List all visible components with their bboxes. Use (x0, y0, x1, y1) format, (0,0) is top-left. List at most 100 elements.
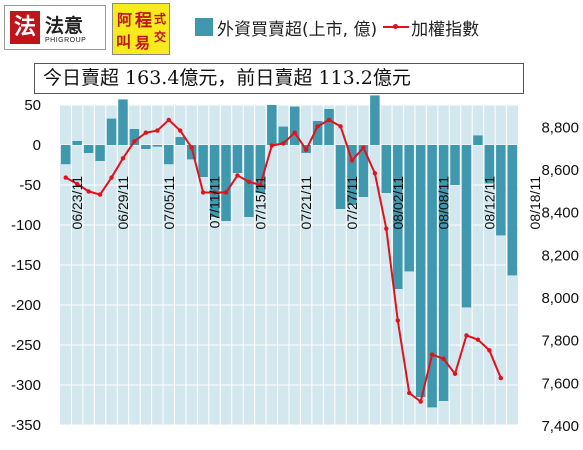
right-axis-tick-label: 7,600 (541, 375, 579, 392)
x-axis-tick-label: 07/27/11 (344, 176, 360, 230)
right-axis-tick-label: 8,800 (541, 119, 579, 136)
index-point (132, 139, 137, 144)
left-axis-tick-label: -300 (11, 377, 41, 394)
left-axis-tick-label: -100 (11, 217, 41, 234)
net-buy-bar (496, 145, 506, 236)
left-axis-tick-label: -200 (11, 297, 41, 314)
line-legend-swatch (383, 18, 410, 36)
index-point (395, 318, 400, 323)
x-axis-tick-label: 08/12/11 (481, 176, 497, 230)
logo-seal: 法 (10, 11, 40, 44)
net-buy-bar (186, 145, 197, 160)
net-buy-bar (438, 145, 449, 401)
index-point (361, 145, 366, 150)
net-buy-bar (164, 145, 174, 165)
left-axis-tick-label: -350 (11, 417, 41, 434)
index-point (372, 171, 378, 176)
net-buy-bar (129, 129, 140, 145)
logo-char: 式 (154, 12, 167, 26)
index-point (281, 141, 286, 146)
logo-char: 交 (154, 30, 167, 44)
index-point (464, 333, 469, 338)
index-point (292, 130, 297, 135)
index-point (178, 128, 183, 133)
index-point (212, 190, 217, 195)
index-point (441, 356, 446, 362)
index-point (189, 145, 194, 150)
logo-subtitle: PHIGROUP (45, 37, 87, 44)
net-buy-bar (404, 145, 414, 272)
bar-legend-swatch (195, 18, 213, 36)
index-point (269, 143, 275, 148)
net-buy-bar (393, 145, 403, 289)
net-buy-bar (83, 145, 94, 153)
index-point (407, 390, 412, 396)
index-point (109, 175, 114, 180)
index-point (384, 226, 389, 231)
net-buy-bar (347, 145, 357, 205)
net-buy-bar (324, 109, 334, 145)
logo-char: 程 (135, 11, 152, 31)
chart-legend: 外資買賣超(上市, 億) 加權指數 (195, 14, 479, 40)
net-buy-bar (450, 145, 460, 185)
net-buy-bar (198, 145, 208, 177)
net-buy-bar (72, 141, 82, 145)
net-buy-bar (95, 145, 105, 161)
right-axis-tick-label: 7,800 (541, 333, 579, 350)
net-buy-bar (232, 145, 243, 173)
logo-char: 叫 (116, 33, 132, 51)
net-buy-bar (370, 95, 380, 145)
right-axis-tick-label: 7,400 (541, 418, 579, 435)
legend-label-net-buy: 外資買賣超(上市, 億) (217, 19, 378, 40)
x-axis-tick-label: 07/11/11 (207, 176, 223, 229)
index-point (143, 130, 149, 135)
x-axis-tick-label: 06/29/11 (115, 176, 131, 230)
left-axis-tick-label: -250 (11, 337, 41, 354)
index-point (63, 175, 68, 180)
phigroup-logo: 法 法意 PHIGROUP (4, 5, 106, 50)
net-buy-bar (484, 145, 495, 184)
index-point (452, 371, 458, 376)
x-axis-tick-label: 07/05/11 (161, 176, 177, 230)
legend-label-index: 加權指數 (411, 19, 480, 40)
index-point (258, 182, 263, 188)
net-buy-bar (152, 145, 163, 147)
net-buy-bar (473, 135, 483, 145)
left-axis-tick-label: -150 (11, 257, 41, 274)
net-buy-bar (312, 121, 323, 145)
net-buy-bar (255, 145, 266, 193)
right-axis-tick-label: 8,600 (541, 162, 579, 179)
right-axis-tick-label: 8,200 (541, 247, 579, 264)
index-point (155, 128, 160, 133)
net-buy-bar (415, 145, 426, 397)
index-point (487, 348, 492, 353)
net-buy-bar (267, 105, 277, 145)
logo-char: 阿 (117, 11, 133, 29)
left-axis-tick-label: 0 (33, 137, 41, 154)
net-buy-bar (290, 106, 300, 145)
index-point (246, 179, 252, 184)
x-axis-tick-label: 07/15/11 (252, 176, 268, 230)
index-point (349, 158, 355, 163)
index-point (475, 337, 481, 342)
summary-box: 今日賣超 163.4億元，前日賣超 113.2億元 (34, 63, 524, 94)
net-buy-bar (61, 145, 71, 165)
index-point (303, 147, 309, 152)
net-buy-bar (335, 145, 346, 209)
net-buy-bar (209, 145, 220, 217)
net-buy-bar (507, 145, 517, 276)
x-axis-tick-label: 08/08/11 (436, 176, 452, 230)
index-point (74, 181, 80, 187)
program-trading-logo: 阿 程 式 叫 易 交 (112, 3, 170, 55)
x-axis-tick-label: 07/21/11 (298, 176, 314, 230)
logo-name: 法意 (45, 15, 84, 37)
logo-char: 易 (135, 34, 151, 52)
x-axis-tick-label: 06/23/11 (69, 176, 85, 230)
net-buy-bar (141, 145, 151, 149)
index-point (97, 192, 103, 197)
index-point (315, 124, 320, 129)
net-buy-bar (278, 126, 288, 145)
x-axis-tick-label: 08/18/11 (527, 176, 543, 230)
index-point (166, 117, 171, 123)
